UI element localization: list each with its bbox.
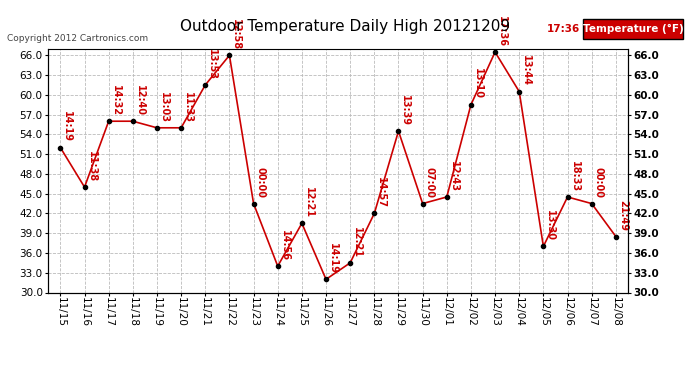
Text: 13:30: 13:30	[545, 210, 555, 241]
Text: 14:56: 14:56	[279, 230, 290, 261]
Text: 12:40: 12:40	[135, 85, 145, 116]
Text: 17:36: 17:36	[497, 16, 507, 47]
Text: Copyright 2012 Cartronics.com: Copyright 2012 Cartronics.com	[7, 34, 148, 43]
Text: 12:58: 12:58	[231, 19, 241, 50]
Text: 13:53: 13:53	[207, 49, 217, 80]
Text: 14:19: 14:19	[62, 111, 72, 142]
Text: 17:36: 17:36	[546, 24, 580, 34]
Text: Outdoor Temperature Daily High 20121209: Outdoor Temperature Daily High 20121209	[180, 19, 510, 34]
Text: 00:00: 00:00	[255, 167, 266, 198]
Text: 07:00: 07:00	[424, 167, 435, 198]
Text: 11:38: 11:38	[86, 151, 97, 182]
Text: 13:44: 13:44	[521, 55, 531, 86]
Text: 13:10: 13:10	[473, 69, 483, 99]
Text: 13:39: 13:39	[400, 95, 411, 126]
Text: 18:33: 18:33	[569, 160, 580, 192]
Text: 13:03: 13:03	[159, 92, 169, 123]
Text: 12:21: 12:21	[352, 226, 362, 258]
Text: 14:32: 14:32	[110, 85, 121, 116]
Text: 12:43: 12:43	[448, 161, 459, 192]
Text: 11:33: 11:33	[183, 92, 193, 123]
Text: 21:49: 21:49	[618, 200, 628, 231]
Text: Temperature (°F): Temperature (°F)	[582, 24, 684, 34]
Text: 00:00: 00:00	[593, 167, 604, 198]
Text: 14:57: 14:57	[376, 177, 386, 208]
Text: 12:21: 12:21	[304, 187, 314, 218]
Text: 14:19: 14:19	[328, 243, 338, 274]
